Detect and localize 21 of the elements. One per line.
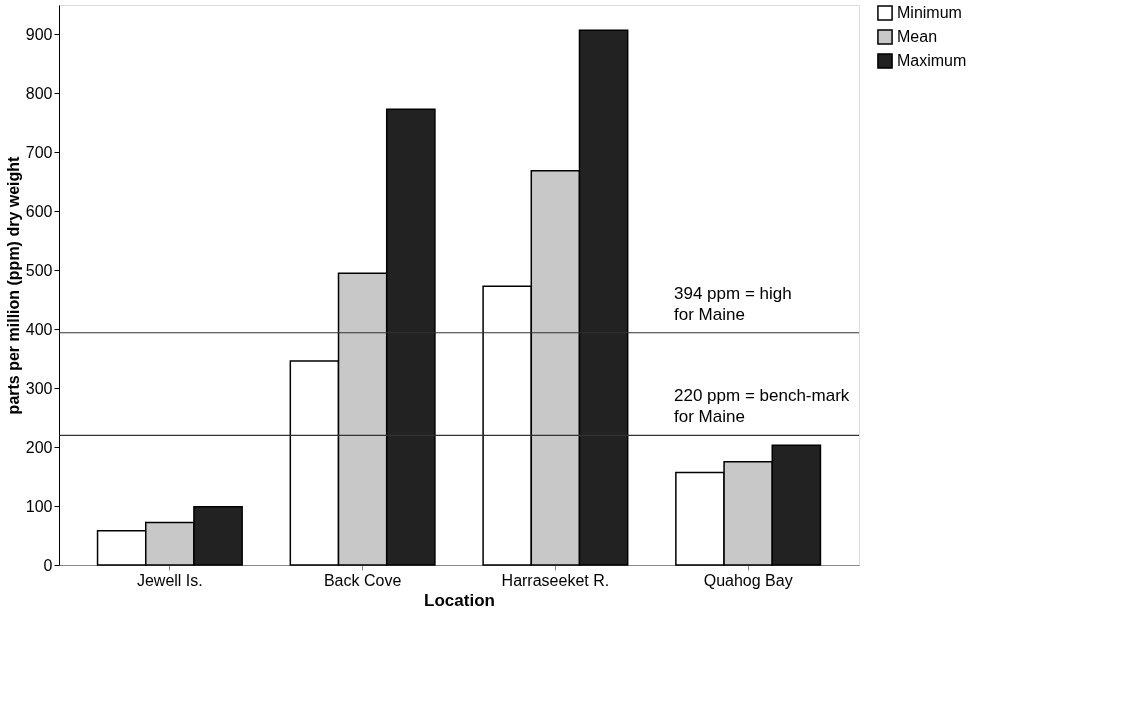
- y-tick-label: 600: [25, 202, 53, 220]
- y-tick-label: 700: [25, 143, 53, 161]
- ref-line-label: 394 ppm = high for Maine: [674, 283, 792, 324]
- y-tick-label: 300: [25, 379, 53, 397]
- y-tick-label: 100: [25, 497, 53, 515]
- x-tick-label: Quahog Bay: [703, 571, 793, 589]
- x-tick-label: Harraseeket R.: [501, 571, 610, 589]
- x-tick-label: Back Cove: [323, 571, 402, 589]
- y-tick-label: 500: [25, 261, 53, 279]
- legend-label: Maximum: [897, 52, 967, 69]
- y-axis-title: parts per million (ppm) dry weight: [4, 155, 22, 415]
- ref-line-label: 220 ppm = bench-mark for Maine: [674, 386, 850, 427]
- x-tick-label: Jewell Is.: [136, 571, 203, 589]
- y-tick-label: 900: [25, 25, 53, 43]
- x-axis-title: Location: [424, 590, 495, 610]
- y-tick-label: 0: [43, 556, 53, 574]
- y-tick-label: 400: [25, 320, 53, 338]
- legend-label: Minimum: [897, 4, 962, 21]
- legend-label: Mean: [897, 28, 938, 45]
- y-tick-label: 200: [25, 438, 53, 456]
- y-tick-label: 800: [25, 84, 53, 102]
